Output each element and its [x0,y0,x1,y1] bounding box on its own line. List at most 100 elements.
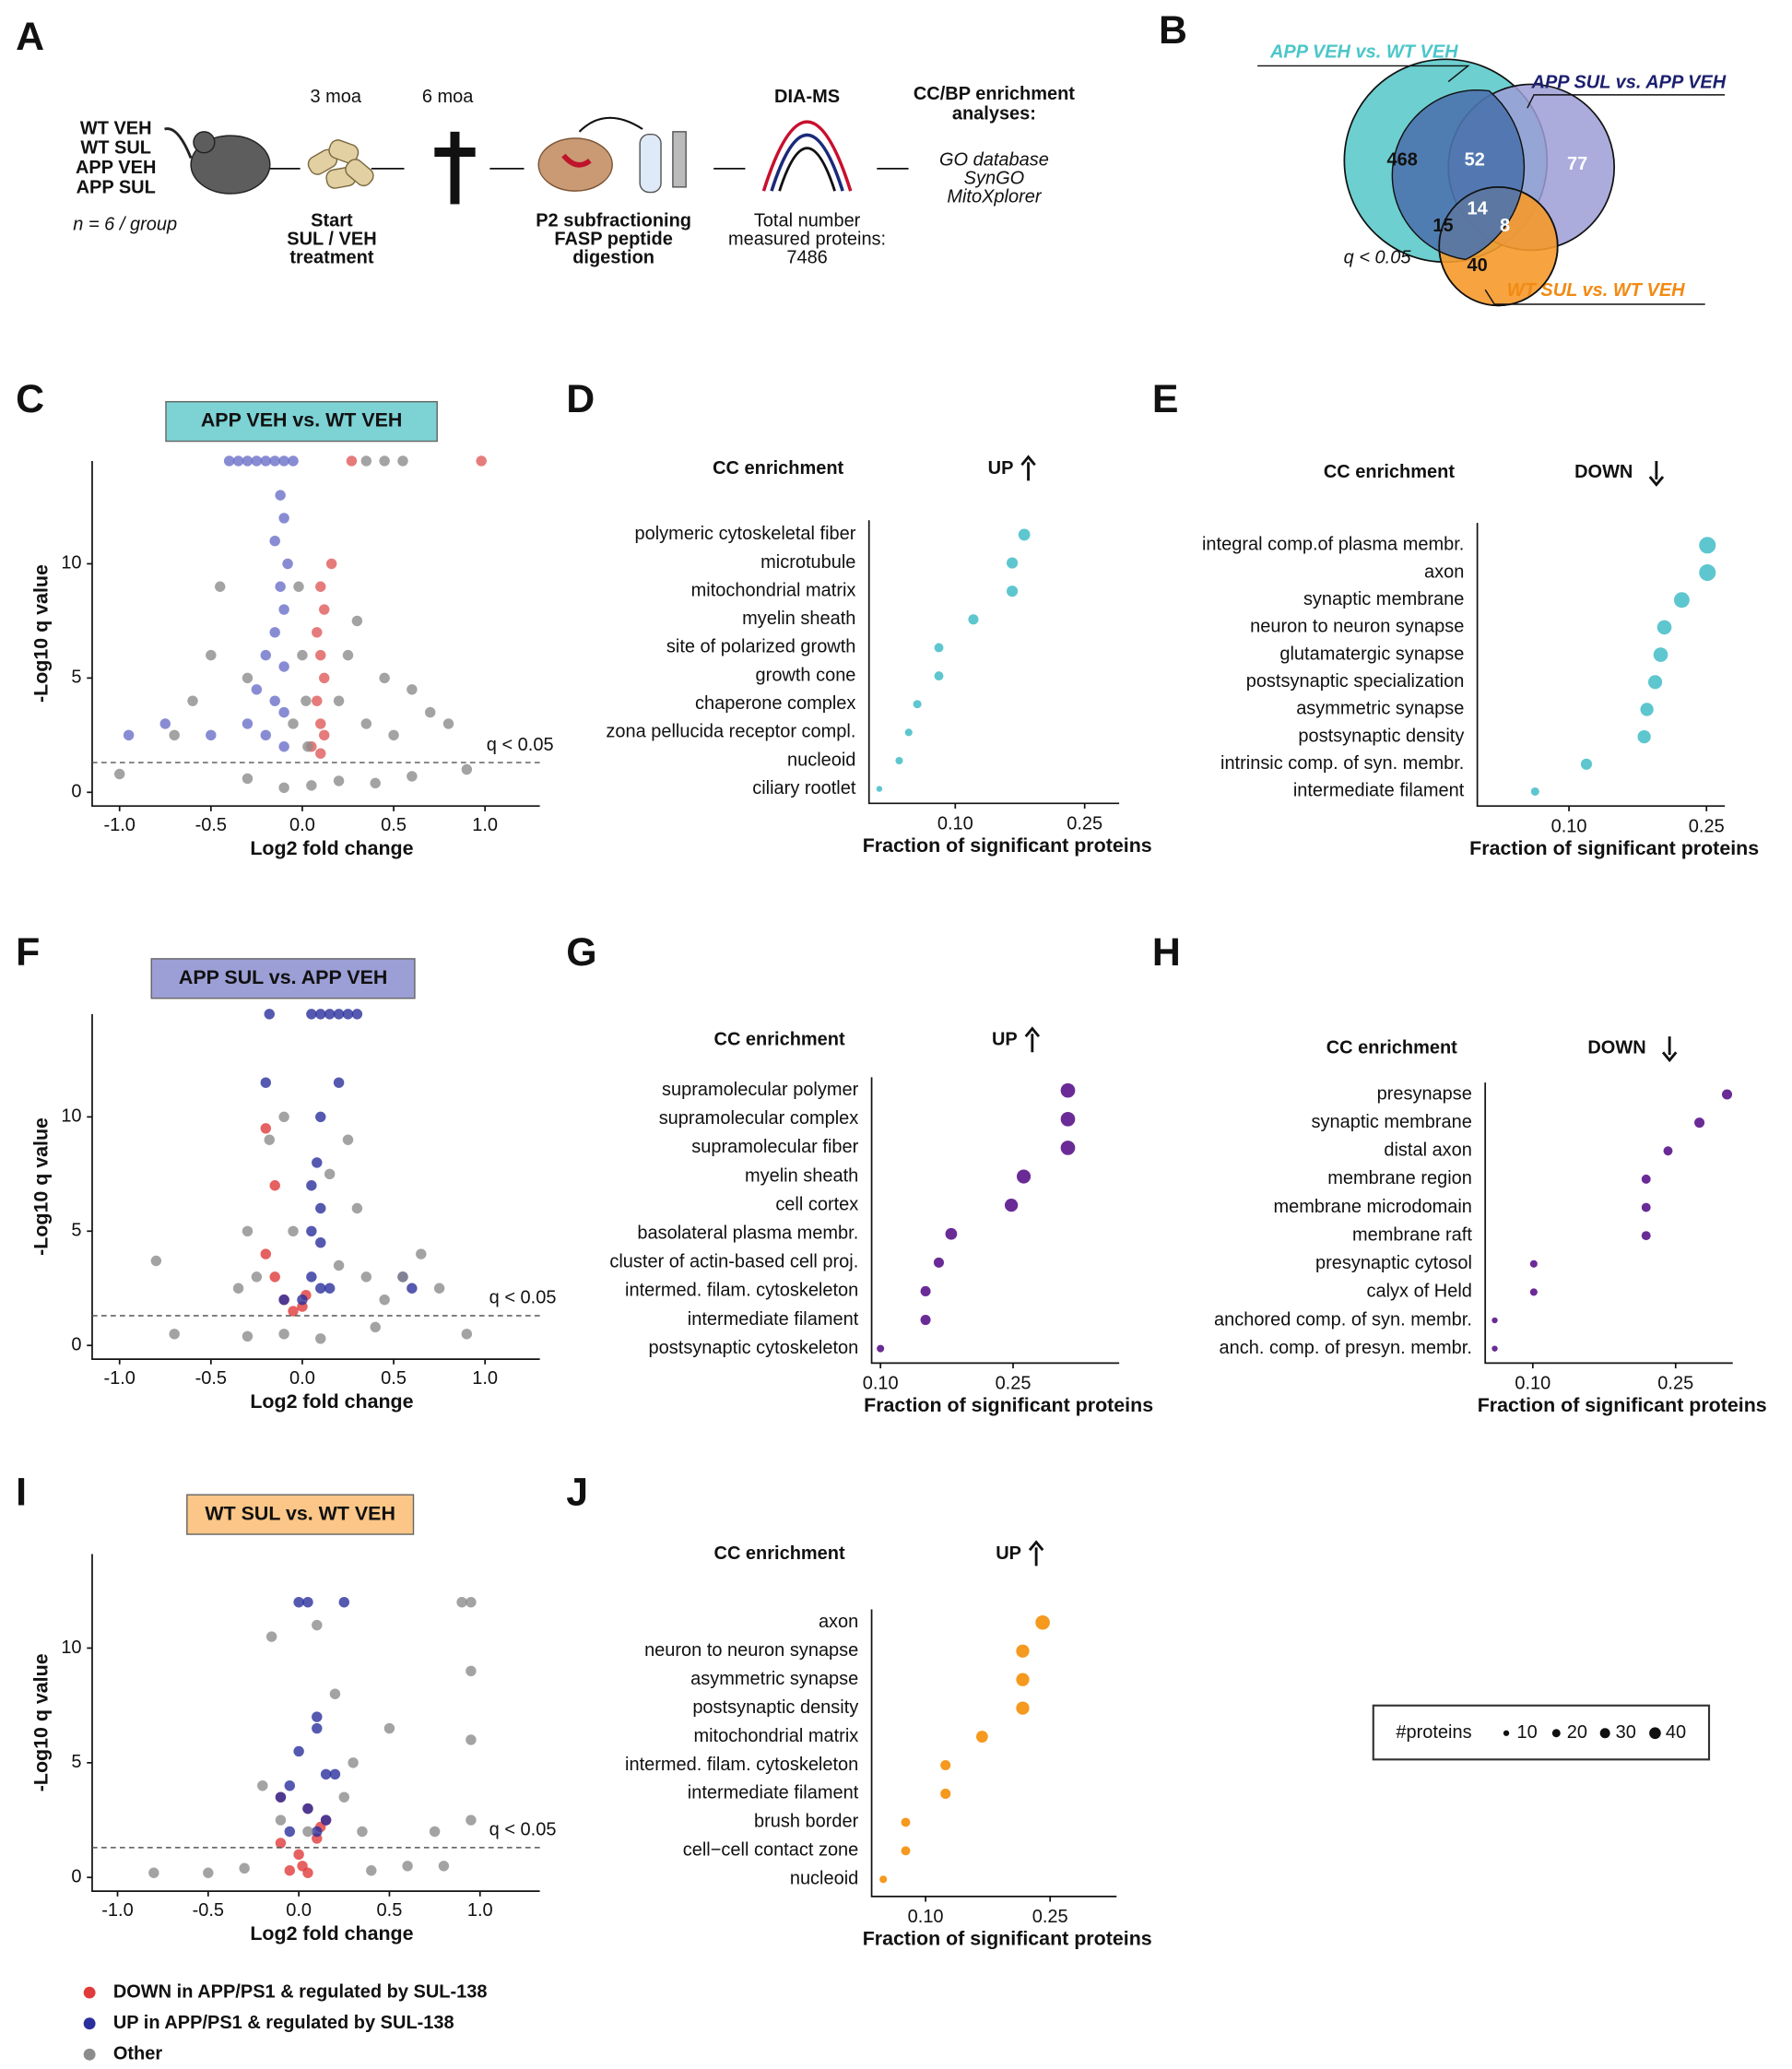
point [306,1225,317,1237]
category-label: supramolecular fiber [691,1137,858,1157]
dot [879,1875,888,1884]
dot [877,1344,885,1353]
point [407,684,418,695]
dot [1580,758,1593,770]
dot [1641,1202,1651,1212]
category-label: neuron to neuron synapse [644,1640,858,1661]
category-label: intermed. filam. cytoskeleton [625,1755,858,1775]
point [348,1757,359,1768]
category-label: ciliary rootlet [752,778,856,798]
category-label: basolateral plasma membr. [637,1224,858,1244]
x-tick-label: 0.10 [908,1907,944,1927]
arrow [1648,460,1665,487]
axis [91,1554,540,1893]
point [351,1009,363,1020]
dot [1035,1614,1050,1630]
axis [870,1077,1120,1365]
point [260,1123,272,1134]
dot [1491,1317,1498,1324]
point [278,604,289,615]
point [333,775,345,786]
x-tick-label: 0.25 [1067,813,1102,834]
point [315,1283,326,1294]
dot [1673,592,1690,609]
venn: APP VEH vs. WT VEH APP SUL vs. APP VEH WT … [1257,41,1727,307]
dot [1060,1141,1076,1155]
point [315,1236,326,1248]
point [269,455,280,467]
category-label: intrinsic comp. of syn. membr. [1220,753,1464,774]
size-legend-box [1372,1704,1711,1761]
category-label: synaptic membrane [1303,589,1464,609]
category-label: synaptic membrane [1312,1112,1472,1132]
design-text: WT VEH WT SUL APP VEH APP SUL n = 6 / gr… [73,84,1075,267]
category-label: chaperone complex [695,693,855,714]
point [242,1225,253,1237]
dot [934,643,944,653]
panel-letter: B [1159,8,1187,53]
category-label: cell cortex [775,1194,858,1214]
category-label: cell−cell contact zone [683,1840,859,1861]
point [388,729,399,741]
analysis-title: CC/BP enrichment [914,84,1075,104]
point [169,729,180,741]
point [278,513,289,524]
n-note: n = 6 / group [73,215,177,235]
point [338,1791,349,1803]
category-label: cluster of actin-based cell proj. [609,1252,858,1272]
venn-note: q < 0.05 [1344,247,1412,267]
category-label: axon [819,1612,858,1632]
category-label: membrane microdomain [1273,1197,1471,1217]
point [269,1180,280,1191]
point [206,649,217,661]
point [351,615,363,627]
x-tick-label: 0.0 [286,1900,312,1921]
category-label: mitochondrial matrix [691,580,856,600]
point [319,604,330,615]
ms-title: DIA-MS [774,87,840,107]
size-key [1503,1730,1510,1736]
point [370,777,381,789]
legend-label: Other [113,2044,163,2064]
point [278,661,289,672]
venn-overlap [1391,89,1526,261]
point [257,1780,268,1791]
point [150,1255,162,1267]
point [324,1168,336,1180]
dot [1016,1673,1030,1686]
point [260,1077,272,1088]
dot [1694,1117,1705,1129]
dot [913,700,922,709]
point [312,1711,323,1722]
dot [1060,1111,1076,1127]
point [284,1780,296,1791]
x-axis-label: Log2 fold change [250,1390,413,1413]
x-tick-label: -1.0 [101,1900,133,1921]
panel-letter: A [16,15,44,59]
point [319,672,330,684]
point [325,558,337,570]
dot [934,671,944,681]
category-label: postsynaptic density [692,1697,858,1718]
category-label: postsynaptic cytoskeleton [649,1338,859,1358]
point [315,1202,326,1214]
category-label: asymmetric synapse [690,1669,858,1689]
x-tick-label: 0.10 [1551,816,1587,836]
ms-line: 7486 [786,247,827,267]
category-label: calyx of Held [1367,1282,1472,1302]
point [466,1665,477,1677]
panel-letter: D [566,377,595,421]
design-icons [164,116,909,205]
dot [940,1788,951,1799]
dot [1640,703,1654,716]
point [123,729,135,741]
chart-title: CC enrichment [714,1030,845,1050]
venn-label: WT SUL vs. WT VEH [1507,280,1685,301]
point [424,706,436,718]
dot [975,1731,988,1743]
category-label: myelin sheath [745,1165,858,1186]
dot [876,786,883,792]
dot [1641,1174,1651,1184]
point [278,455,289,467]
category-label: myelin sheath [742,609,855,629]
